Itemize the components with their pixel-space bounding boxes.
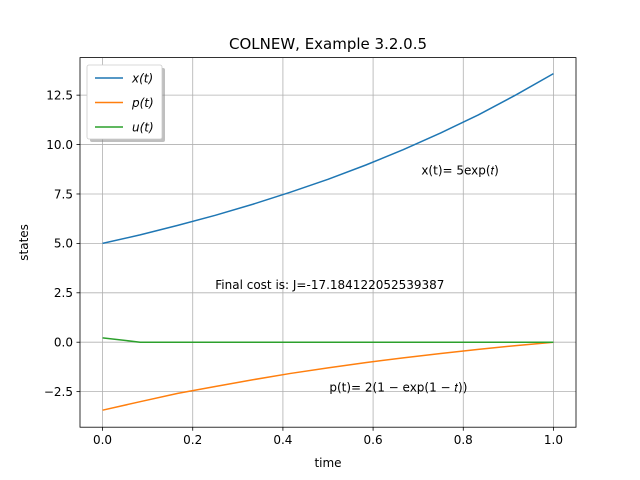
series-line-pt bbox=[102, 341, 554, 411]
plot-frame bbox=[79, 57, 577, 428]
annotation-p-formula: p(t)= 2(1 − exp(1 − 𝑡)) bbox=[329, 380, 467, 394]
annotation-final-cost: Final cost is: J=-17.184122052539387 bbox=[215, 278, 444, 292]
y-tick-label: 7.5 bbox=[54, 187, 73, 201]
annotations: x(t)= 5exp(𝑡) Final cost is: J=-17.184122… bbox=[215, 163, 499, 394]
axis-ticks: 0.0 0.2 0.4 0.6 0.8 1.0 −2.5 0.0 2.5 5.0 7.5 10.0 12… bbox=[44, 88, 563, 447]
legend-label-ut: u(t) bbox=[132, 121, 154, 135]
y-tick-label: 0.0 bbox=[54, 336, 73, 350]
legend-frame bbox=[86, 64, 163, 140]
chart-title: COLNEW, Example 3.2.0.5 bbox=[229, 35, 427, 53]
legend: x(t) p(t) u(t) bbox=[86, 64, 165, 142]
legend-label-pt: p(t) bbox=[131, 96, 154, 110]
x-tick-label: 0.6 bbox=[364, 433, 383, 447]
series-line-xt bbox=[102, 72, 554, 245]
x-tick-label: 0.0 bbox=[93, 433, 112, 447]
y-tick-label: −2.5 bbox=[44, 385, 73, 399]
y-axis-label: states bbox=[17, 224, 31, 261]
x-tick-label: 0.2 bbox=[183, 433, 202, 447]
x-axis-label: time bbox=[314, 456, 341, 470]
annotation-x-formula: x(t)= 5exp(𝑡) bbox=[421, 163, 499, 177]
series-lines bbox=[102, 72, 554, 411]
legend-label-xt: x(t) bbox=[131, 72, 153, 86]
x-tick-label: 0.8 bbox=[454, 433, 473, 447]
y-tick-label: 5.0 bbox=[54, 237, 73, 251]
y-tick-label: 12.5 bbox=[46, 88, 73, 102]
series-line-ut bbox=[102, 337, 554, 343]
x-tick-label: 1.0 bbox=[544, 433, 563, 447]
x-tick-label: 0.4 bbox=[273, 433, 292, 447]
y-tick-label: 2.5 bbox=[54, 286, 73, 300]
y-tick-label: 10.0 bbox=[46, 138, 73, 152]
